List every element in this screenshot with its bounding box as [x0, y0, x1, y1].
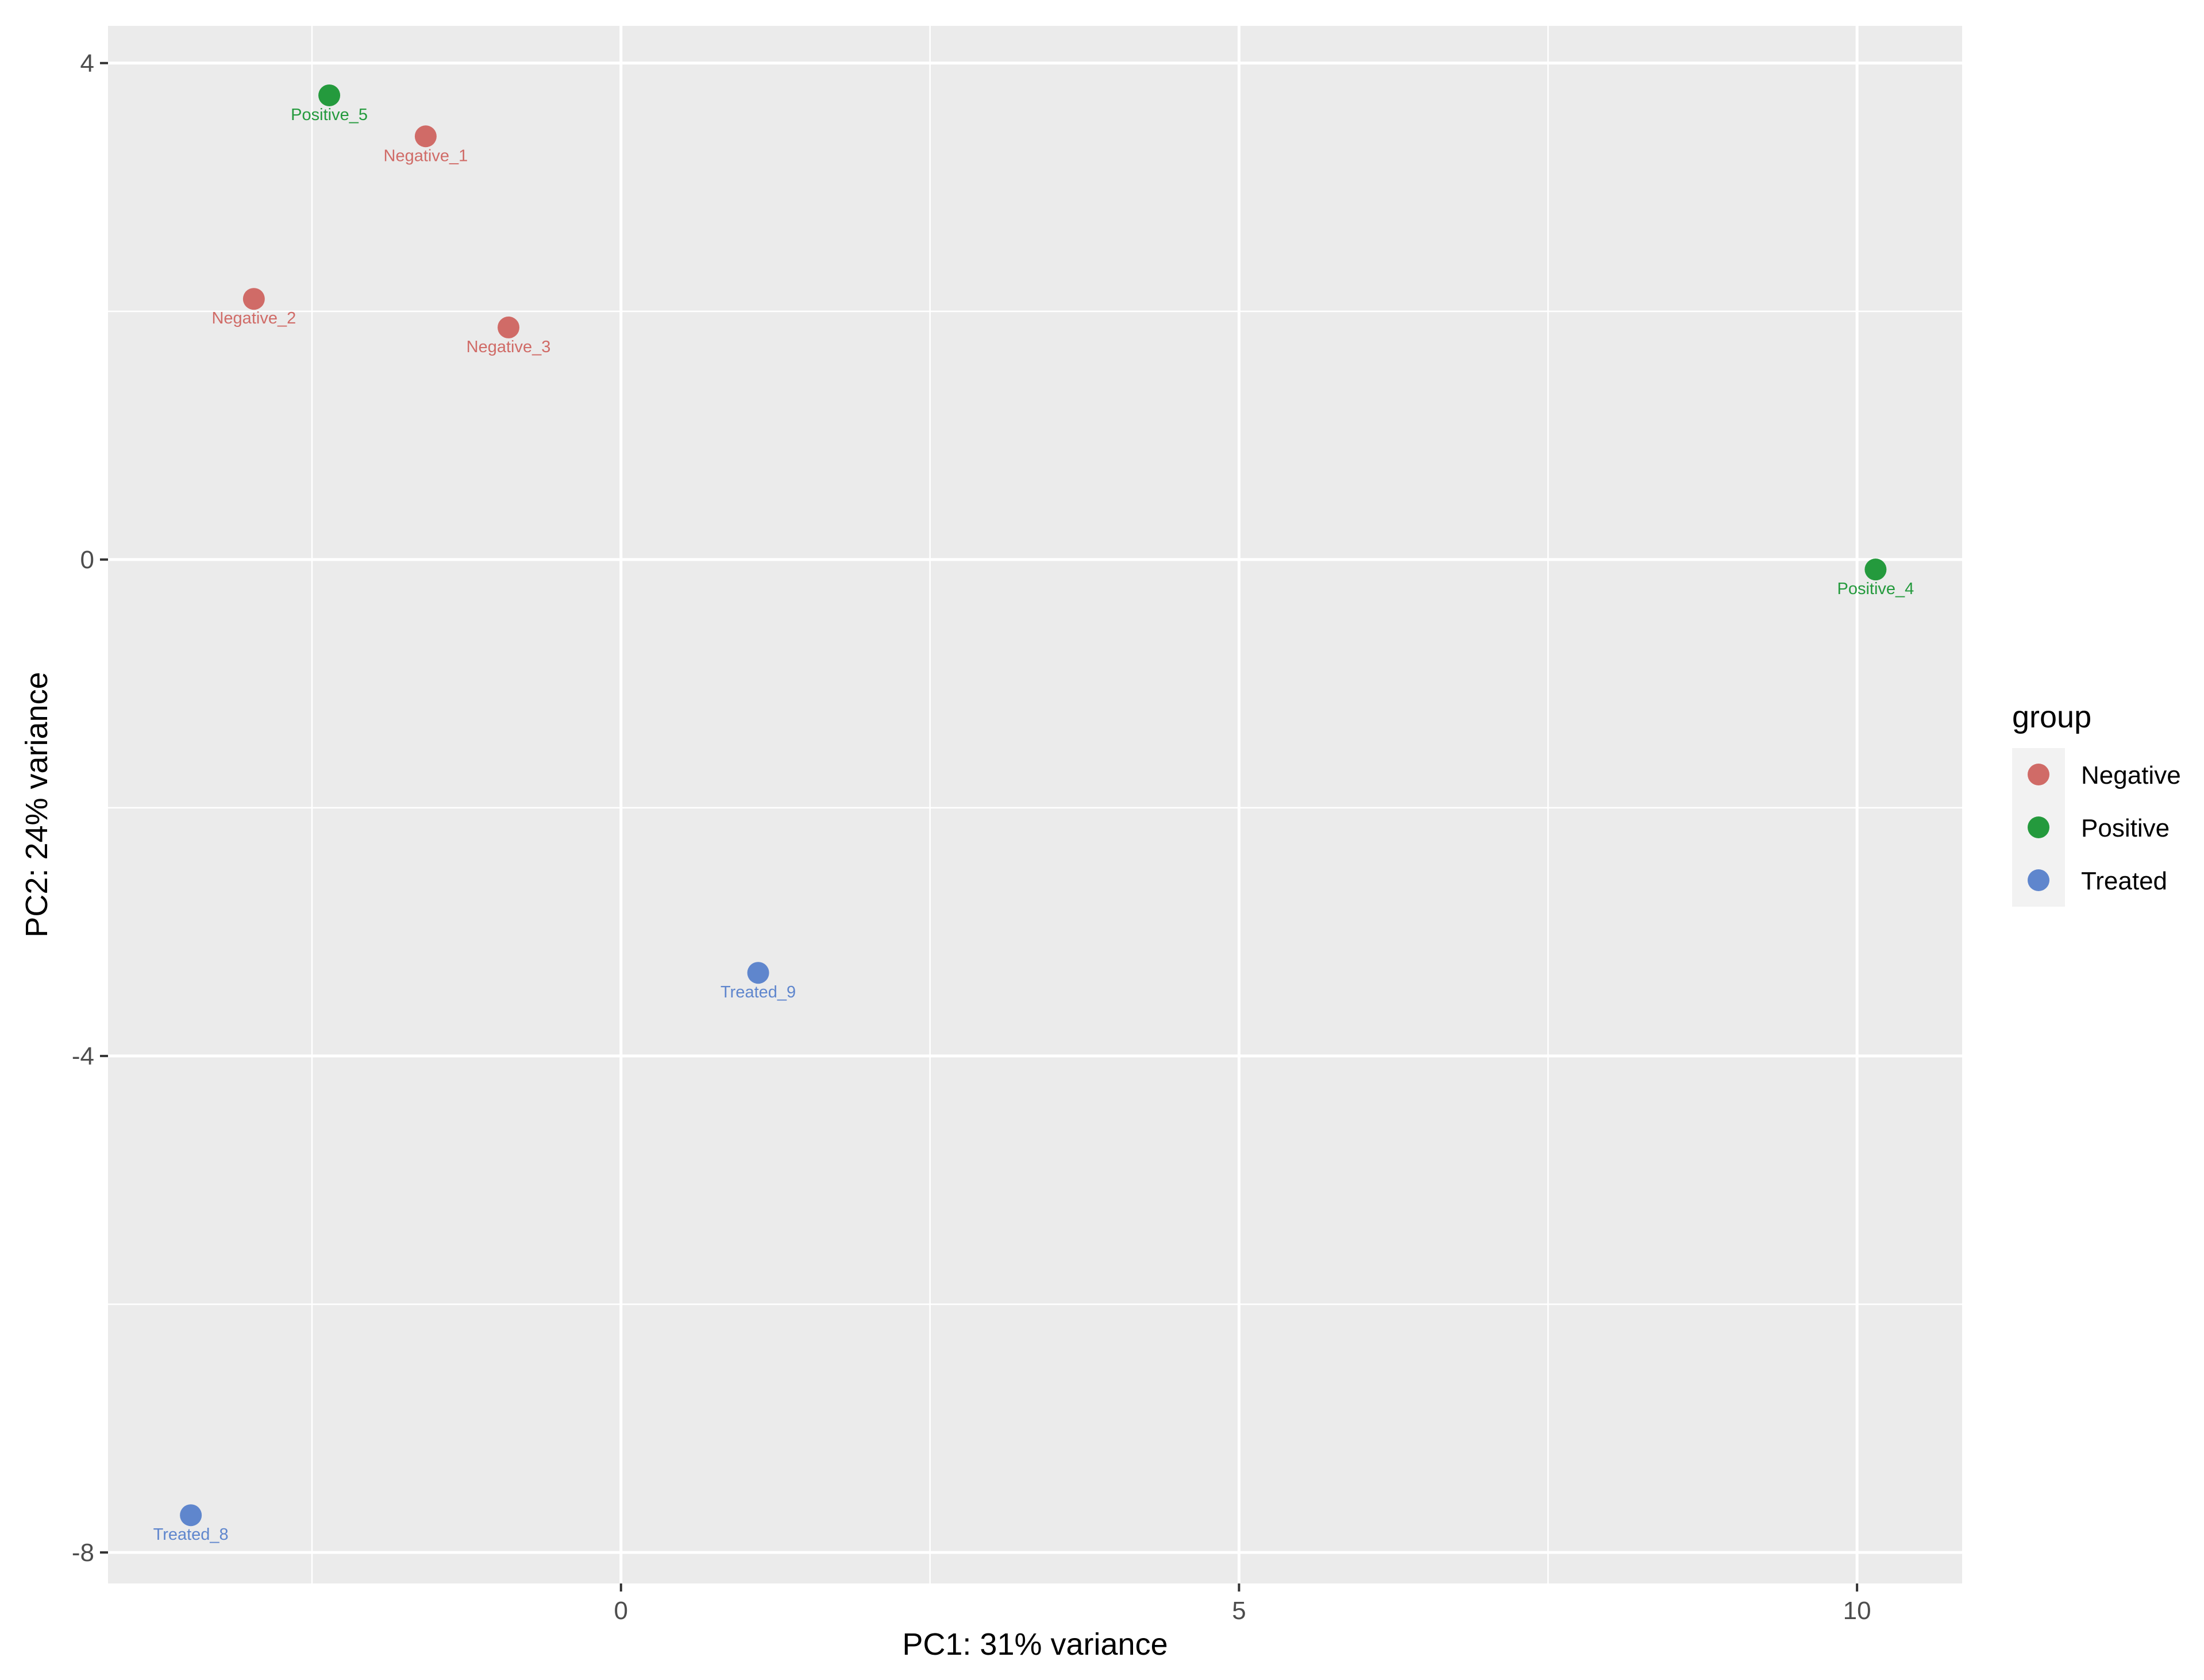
data-points: Negative_1 Negative_2 Negative_3 Positive_5…	[153, 84, 1914, 1544]
legend-key	[2028, 869, 2049, 891]
data-point	[747, 962, 769, 984]
y-axis-title: PC2: 24% variance	[20, 672, 54, 937]
point-label: Negative_3	[467, 338, 551, 356]
data-point	[318, 84, 341, 106]
point-label: Positive_4	[1837, 580, 1914, 598]
legend-key	[2028, 816, 2049, 838]
x-tick-label: 0	[614, 1597, 628, 1625]
legend: group Negative Positive Treated	[2012, 700, 2181, 907]
y-tick-label: 4	[80, 49, 94, 78]
x-tick-label: 10	[1843, 1597, 1871, 1625]
y-tick-label: -8	[72, 1539, 94, 1567]
data-point	[414, 125, 437, 148]
data-point	[242, 288, 265, 310]
axes: 0 5 10 4 0 -4 -8	[72, 49, 1871, 1625]
x-tick-label: 5	[1232, 1597, 1246, 1625]
point-label: Treated_8	[153, 1525, 229, 1544]
x-axis-title: PC1: 31% variance	[902, 1627, 1167, 1662]
point-label: Positive_5	[291, 106, 368, 124]
y-tick-label: -4	[72, 1042, 94, 1070]
data-point	[498, 316, 520, 338]
legend-items: Negative Positive Treated	[2012, 748, 2181, 907]
point-label: Negative_1	[384, 147, 468, 165]
legend-title: group	[2012, 700, 2091, 734]
point-label: Treated_9	[720, 983, 796, 1001]
plot-panel	[108, 26, 1962, 1583]
data-point	[180, 1504, 202, 1527]
data-point	[1864, 558, 1887, 581]
legend-key	[2028, 764, 2049, 785]
y-tick-label: 0	[80, 546, 94, 574]
grid-lines	[108, 26, 1962, 1583]
legend-label: Treated	[2081, 867, 2167, 895]
legend-label: Negative	[2081, 761, 2181, 789]
legend-label: Positive	[2081, 814, 2170, 842]
point-label: Negative_2	[211, 309, 296, 327]
